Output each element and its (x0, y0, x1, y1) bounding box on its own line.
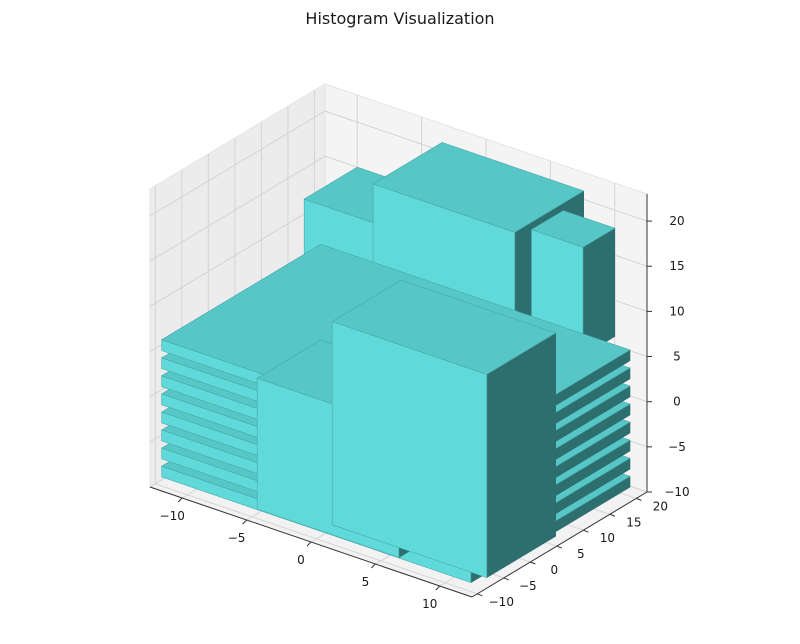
x-tick-mark (306, 541, 312, 547)
y-tick-label: 20 (653, 499, 668, 513)
x-tick-label: −10 (160, 509, 185, 523)
z-tick-label: −5 (668, 440, 686, 454)
x-tick-label: −5 (228, 531, 246, 545)
y-tick-label: 5 (577, 547, 585, 561)
y-tick-mark (503, 577, 510, 581)
y-tick-mark (583, 529, 589, 533)
bar-top-face (372, 142, 585, 233)
y-axis-line (471, 491, 648, 598)
x-tick-label: 0 (297, 553, 305, 567)
x-tick-label: 5 (362, 575, 370, 589)
z-tick-label: 15 (669, 259, 684, 273)
y-tick-mark (609, 513, 616, 517)
y-tick-mark (530, 561, 536, 565)
y-tick-label: −5 (519, 579, 537, 593)
z-tick-label: 10 (669, 304, 684, 318)
y-tick-mark (477, 593, 483, 597)
bar-side-face (486, 332, 557, 579)
bar-top-face (331, 279, 557, 375)
x-tick-mark (371, 563, 376, 569)
chart-title: Histogram Visualization (305, 9, 495, 28)
x-tick-label: 10 (422, 597, 437, 611)
y-tick-mark (556, 545, 563, 549)
z-tick-label: 5 (673, 350, 681, 364)
z-tick-label: −10 (664, 485, 689, 499)
x-tick-mark (242, 519, 247, 525)
z-tick-label: 20 (669, 214, 684, 228)
y-tick-label: 10 (600, 531, 615, 545)
bar-top-face (530, 210, 616, 248)
x-tick-mark (177, 497, 183, 503)
y-tick-mark (636, 497, 642, 501)
y-tick-label: 0 (551, 563, 559, 577)
y-tick-label: −10 (489, 595, 514, 609)
histogram-bar (331, 279, 557, 579)
y-tick-label: 15 (626, 515, 641, 529)
z-tick-label: 0 (673, 395, 681, 409)
x-tick-mark (435, 585, 441, 591)
